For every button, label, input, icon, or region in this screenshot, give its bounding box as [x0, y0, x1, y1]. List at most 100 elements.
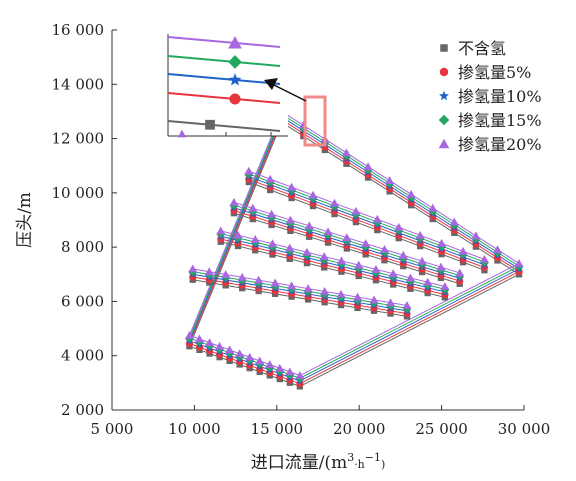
data-point [245, 352, 255, 361]
data-point [267, 209, 276, 218]
data-point [351, 206, 361, 215]
speed-line [281, 121, 520, 275]
data-point [372, 214, 382, 223]
data-point [398, 250, 408, 259]
legend-marker [439, 67, 449, 77]
data-point [402, 301, 412, 310]
y-axis-ticks: 2 000 4 000 6 000 8 000 10 000 12 000 14 000 16… [52, 21, 117, 419]
data-point [471, 231, 481, 240]
x-axis-label-superscript: ·h [354, 458, 365, 471]
data-point [268, 239, 277, 248]
envelope-line [188, 116, 283, 341]
envelope-line [188, 111, 283, 336]
envelope-line [188, 113, 283, 339]
inset-marker [228, 55, 242, 69]
data-point [363, 162, 373, 171]
x-axis-label-text: 进口流量/(m [251, 453, 347, 473]
speed-line [189, 345, 301, 387]
inset-line [167, 55, 281, 67]
x-axis-ticks: 5 000 10 000 15 000 20 000 25 000 30 000 [91, 405, 550, 438]
data-point [303, 284, 313, 293]
data-point [437, 238, 447, 247]
speed-line [220, 230, 446, 287]
data-point [361, 239, 371, 248]
zoom-inset [167, 34, 327, 147]
legend-marker [438, 114, 450, 126]
data-point [342, 233, 352, 242]
data-point [195, 334, 204, 343]
data-point [440, 282, 450, 291]
data-point [428, 203, 438, 212]
speed-line [192, 268, 408, 306]
data-point [185, 330, 194, 339]
speed-line [281, 113, 520, 267]
data-point [423, 277, 433, 286]
data-point [342, 148, 351, 157]
data-point [455, 268, 465, 277]
series-markers [185, 107, 524, 390]
data-point [244, 166, 254, 175]
data-point [275, 363, 285, 372]
speed-line [189, 343, 301, 385]
data-point [354, 260, 364, 269]
y-tick-label: 14 000 [52, 75, 105, 93]
inset-line [167, 120, 281, 132]
x-tick-label: 5 000 [91, 420, 134, 438]
y-tick-label: 2 000 [61, 401, 104, 419]
data-point [285, 367, 295, 376]
data-point [255, 356, 265, 365]
envelope-line [299, 271, 520, 385]
x-axis-label-superscript: ) [381, 458, 385, 471]
data-point [188, 264, 198, 273]
data-point [237, 272, 247, 281]
zoom-highlight-box [303, 95, 327, 147]
data-point [514, 259, 524, 267]
inset-marker [205, 119, 215, 130]
data-point [205, 338, 214, 347]
data-point [369, 295, 379, 304]
data-point [229, 197, 239, 206]
speed-line [248, 170, 485, 260]
y-tick-label: 6 000 [61, 292, 104, 310]
data-point [493, 245, 502, 254]
inset-pointer-line [271, 83, 307, 102]
data-point [336, 289, 346, 298]
legend-marker [440, 44, 448, 52]
data-point [235, 349, 245, 358]
x-tick-label: 15 000 [251, 420, 304, 438]
inset-line [167, 92, 281, 104]
data-point [406, 273, 415, 282]
data-point [320, 286, 330, 295]
data-point [480, 254, 489, 263]
data-point [330, 198, 339, 207]
data-point [216, 226, 226, 235]
envelope-line [299, 268, 520, 382]
data-point [371, 264, 381, 273]
inset-marker [228, 36, 242, 49]
legend-label: 掺氢量20% [458, 135, 542, 154]
data-point [215, 341, 224, 350]
y-tick-label: 4 000 [61, 347, 104, 365]
envelope-line [299, 265, 520, 379]
y-axis-label: 压头/m [15, 192, 35, 248]
data-point [415, 230, 425, 239]
inset-line [167, 36, 281, 48]
y-tick-label: 16 000 [52, 21, 105, 39]
data-point [308, 190, 318, 199]
data-point [436, 262, 446, 271]
data-point [225, 345, 235, 354]
speed-line [248, 178, 485, 268]
data-point [248, 203, 258, 212]
legend-marker [438, 138, 450, 149]
data-point [380, 244, 389, 253]
data-point [265, 360, 275, 369]
y-tick-label: 8 000 [61, 238, 104, 256]
data-point [285, 215, 295, 224]
data-point [254, 275, 264, 284]
y-tick-label: 12 000 [52, 130, 105, 148]
x-tick-label: 20 000 [333, 420, 386, 438]
y-tick-label: 10 000 [52, 184, 105, 202]
data-point [319, 252, 329, 261]
